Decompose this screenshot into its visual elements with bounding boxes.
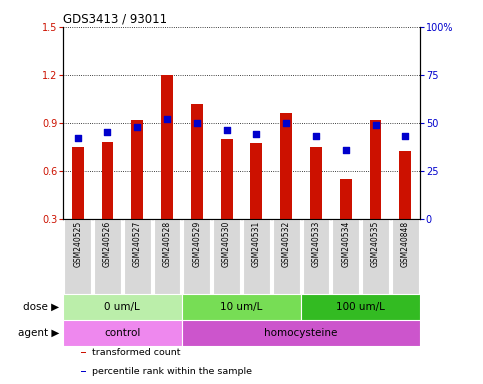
FancyBboxPatch shape — [362, 218, 389, 294]
Bar — [131, 119, 143, 266]
FancyBboxPatch shape — [332, 218, 359, 294]
Text: GSM240531: GSM240531 — [252, 221, 261, 267]
Point — [282, 120, 290, 126]
Text: GSM240527: GSM240527 — [133, 221, 142, 267]
FancyBboxPatch shape — [94, 218, 121, 294]
Text: dose ▶: dose ▶ — [23, 302, 59, 312]
FancyBboxPatch shape — [154, 218, 181, 294]
Text: GSM240529: GSM240529 — [192, 221, 201, 267]
Bar — [221, 139, 233, 266]
Text: 0 um/L: 0 um/L — [104, 302, 140, 312]
Text: transformed count: transformed count — [92, 348, 181, 357]
Bar — [191, 104, 203, 266]
Text: GSM240525: GSM240525 — [73, 221, 82, 267]
Text: GSM240534: GSM240534 — [341, 221, 350, 267]
Bar — [63, 320, 182, 346]
Text: GSM240528: GSM240528 — [163, 221, 171, 267]
Point — [342, 147, 350, 153]
Bar — [340, 179, 352, 266]
Bar — [182, 294, 301, 320]
Bar — [182, 320, 420, 346]
Text: GSM240535: GSM240535 — [371, 221, 380, 267]
Bar — [101, 142, 114, 266]
Point — [193, 120, 201, 126]
Point — [372, 122, 380, 128]
Text: GSM240530: GSM240530 — [222, 221, 231, 267]
Text: control: control — [104, 328, 141, 338]
Text: GSM240532: GSM240532 — [282, 221, 291, 267]
Bar — [72, 147, 84, 266]
Bar — [301, 294, 420, 320]
FancyBboxPatch shape — [124, 218, 151, 294]
Text: 100 um/L: 100 um/L — [336, 302, 385, 312]
FancyBboxPatch shape — [392, 218, 419, 294]
Bar — [310, 147, 322, 266]
Text: homocysteine: homocysteine — [264, 328, 338, 338]
FancyBboxPatch shape — [184, 218, 210, 294]
Text: percentile rank within the sample: percentile rank within the sample — [92, 367, 252, 376]
FancyBboxPatch shape — [243, 218, 270, 294]
Point — [104, 129, 112, 136]
Text: GSM240848: GSM240848 — [401, 221, 410, 267]
Bar — [280, 113, 292, 266]
Bar — [63, 294, 182, 320]
Point — [223, 127, 230, 134]
Text: 10 um/L: 10 um/L — [220, 302, 263, 312]
Text: GSM240526: GSM240526 — [103, 221, 112, 267]
Bar — [399, 151, 412, 266]
Bar — [81, 352, 86, 353]
Bar — [81, 371, 86, 372]
Point — [74, 135, 82, 141]
FancyBboxPatch shape — [213, 218, 240, 294]
Point — [133, 124, 141, 130]
Bar — [161, 75, 173, 266]
Bar — [369, 119, 382, 266]
Point — [401, 133, 409, 139]
Point — [312, 133, 320, 139]
FancyBboxPatch shape — [64, 218, 91, 294]
Point — [163, 116, 171, 122]
FancyBboxPatch shape — [273, 218, 299, 294]
Text: agent ▶: agent ▶ — [18, 328, 59, 338]
Point — [253, 131, 260, 137]
Text: GSM240533: GSM240533 — [312, 221, 320, 267]
Bar — [251, 144, 262, 266]
FancyBboxPatch shape — [302, 218, 329, 294]
Text: GDS3413 / 93011: GDS3413 / 93011 — [63, 13, 167, 26]
